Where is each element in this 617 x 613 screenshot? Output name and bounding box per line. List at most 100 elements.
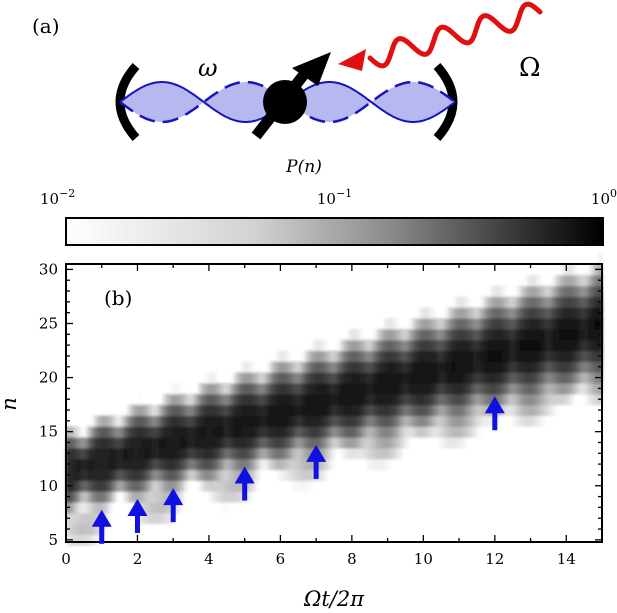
heatmap-cell: [559, 285, 564, 298]
heatmap-cell: [448, 426, 453, 438]
heatmap-cell: [155, 491, 160, 503]
up-arrow-icon: [234, 466, 255, 501]
heatmap-cell: [384, 339, 389, 352]
heatmap-cell: [223, 447, 228, 460]
heatmap-cell: [148, 415, 153, 427]
heatmap-cell: [76, 523, 81, 536]
heatmap-cell: [423, 372, 428, 384]
heatmap-cell: [208, 469, 214, 481]
heatmap-cell: [187, 437, 192, 449]
heatmap-cell: [412, 426, 417, 438]
heatmap-cell: [194, 415, 199, 427]
heatmap-cell: [512, 318, 517, 330]
heatmap-cell: [258, 393, 264, 406]
heatmap-cell: [541, 328, 546, 341]
heatmap-cell: [587, 274, 592, 287]
heatmap-cell: [516, 393, 521, 406]
colorbar-tick-exponent: −2: [59, 187, 75, 200]
heatmap-cell: [405, 415, 410, 427]
heatmap-cell: [91, 447, 96, 460]
heatmap-cell: [233, 469, 239, 481]
heatmap-cell: [341, 437, 346, 449]
heatmap-cell: [283, 426, 289, 438]
heatmap-cell: [291, 382, 296, 395]
heatmap-cell: [548, 285, 553, 298]
heatmap-cell: [426, 307, 432, 319]
heatmap-cell: [376, 393, 382, 406]
heatmap-cell: [305, 350, 310, 362]
heatmap-cell: [323, 469, 328, 481]
heatmap-cell: [376, 458, 382, 471]
heatmap-cell: [391, 318, 396, 330]
heatmap-cell: [87, 501, 92, 514]
heatmap-cell: [541, 415, 546, 427]
heatmap-cell: [530, 307, 535, 319]
heatmap-cell: [369, 393, 374, 406]
heatmap-cell: [323, 404, 328, 417]
heatmap-cell: [391, 339, 396, 352]
heatmap-cell: [251, 447, 256, 460]
heatmap-cell: [434, 415, 439, 427]
heatmap-cell: [255, 393, 260, 406]
heatmap-cell: [451, 318, 457, 330]
heatmap-cell: [387, 447, 392, 460]
heatmap-cell: [216, 491, 221, 503]
panel-a: (a) ω Ω: [32, 1, 543, 141]
heatmap-cell: [273, 426, 278, 438]
heatmap-cell: [501, 307, 507, 319]
heatmap-cell: [359, 382, 364, 395]
heatmap-cell: [412, 350, 417, 362]
heatmap-cell: [108, 447, 114, 460]
heatmap-cell: [76, 469, 81, 481]
heatmap-cell: [494, 285, 499, 298]
x-tick-label: 14: [557, 550, 576, 568]
heatmap-cell: [158, 469, 164, 481]
heatmap-cell: [344, 415, 349, 427]
heatmap-cell: [444, 350, 449, 362]
heatmap-cell: [430, 393, 435, 406]
heatmap-cell: [187, 404, 192, 417]
heatmap-cell: [301, 447, 307, 460]
heatmap-cell: [544, 382, 549, 395]
heatmap-cell: [73, 480, 78, 492]
heatmap-cell: [584, 350, 589, 362]
heatmap-cell: [108, 480, 114, 492]
heatmap-cell: [176, 393, 181, 406]
heatmap-cell: [237, 404, 242, 417]
heatmap-cell: [555, 339, 560, 352]
heatmap-cell: [308, 437, 314, 449]
heatmap-cell: [523, 328, 528, 341]
heatmap-cell: [423, 339, 428, 352]
spin-icon: [251, 52, 331, 140]
heatmap-cell: [484, 307, 489, 319]
heatmap-cell: [584, 318, 589, 330]
heatmap-cell: [344, 350, 349, 362]
heatmap-cell: [455, 372, 460, 384]
heatmap-cell: [169, 469, 174, 481]
heatmap-cell: [537, 328, 542, 341]
heatmap-cell: [166, 512, 171, 525]
heatmap-cell: [423, 404, 428, 417]
heatmap-cell: [391, 404, 396, 417]
heatmap-cell: [544, 404, 549, 417]
heatmap-cell: [448, 350, 453, 362]
heatmap-cell: [394, 393, 399, 406]
heatmap-cell: [180, 480, 185, 492]
heatmap-cell: [384, 437, 389, 449]
heatmap-cell: [573, 274, 578, 287]
heatmap-cell: [287, 382, 292, 395]
heatmap-cell: [548, 361, 553, 373]
heatmap-cell: [226, 480, 231, 492]
heatmap-cell: [276, 382, 281, 395]
heatmap-cell: [319, 447, 324, 460]
heatmap-cell: [401, 404, 407, 417]
heatmap-cell: [476, 415, 482, 427]
heatmap-cell: [216, 393, 221, 406]
heatmap-cell: [244, 361, 249, 373]
heatmap-cell: [348, 393, 353, 406]
mode-line-dashed: [119, 80, 456, 124]
heatmap-cell: [441, 328, 446, 341]
heatmap-cell: [530, 285, 535, 298]
heatmap-cell: [119, 437, 124, 449]
heatmap-cell: [283, 447, 289, 460]
